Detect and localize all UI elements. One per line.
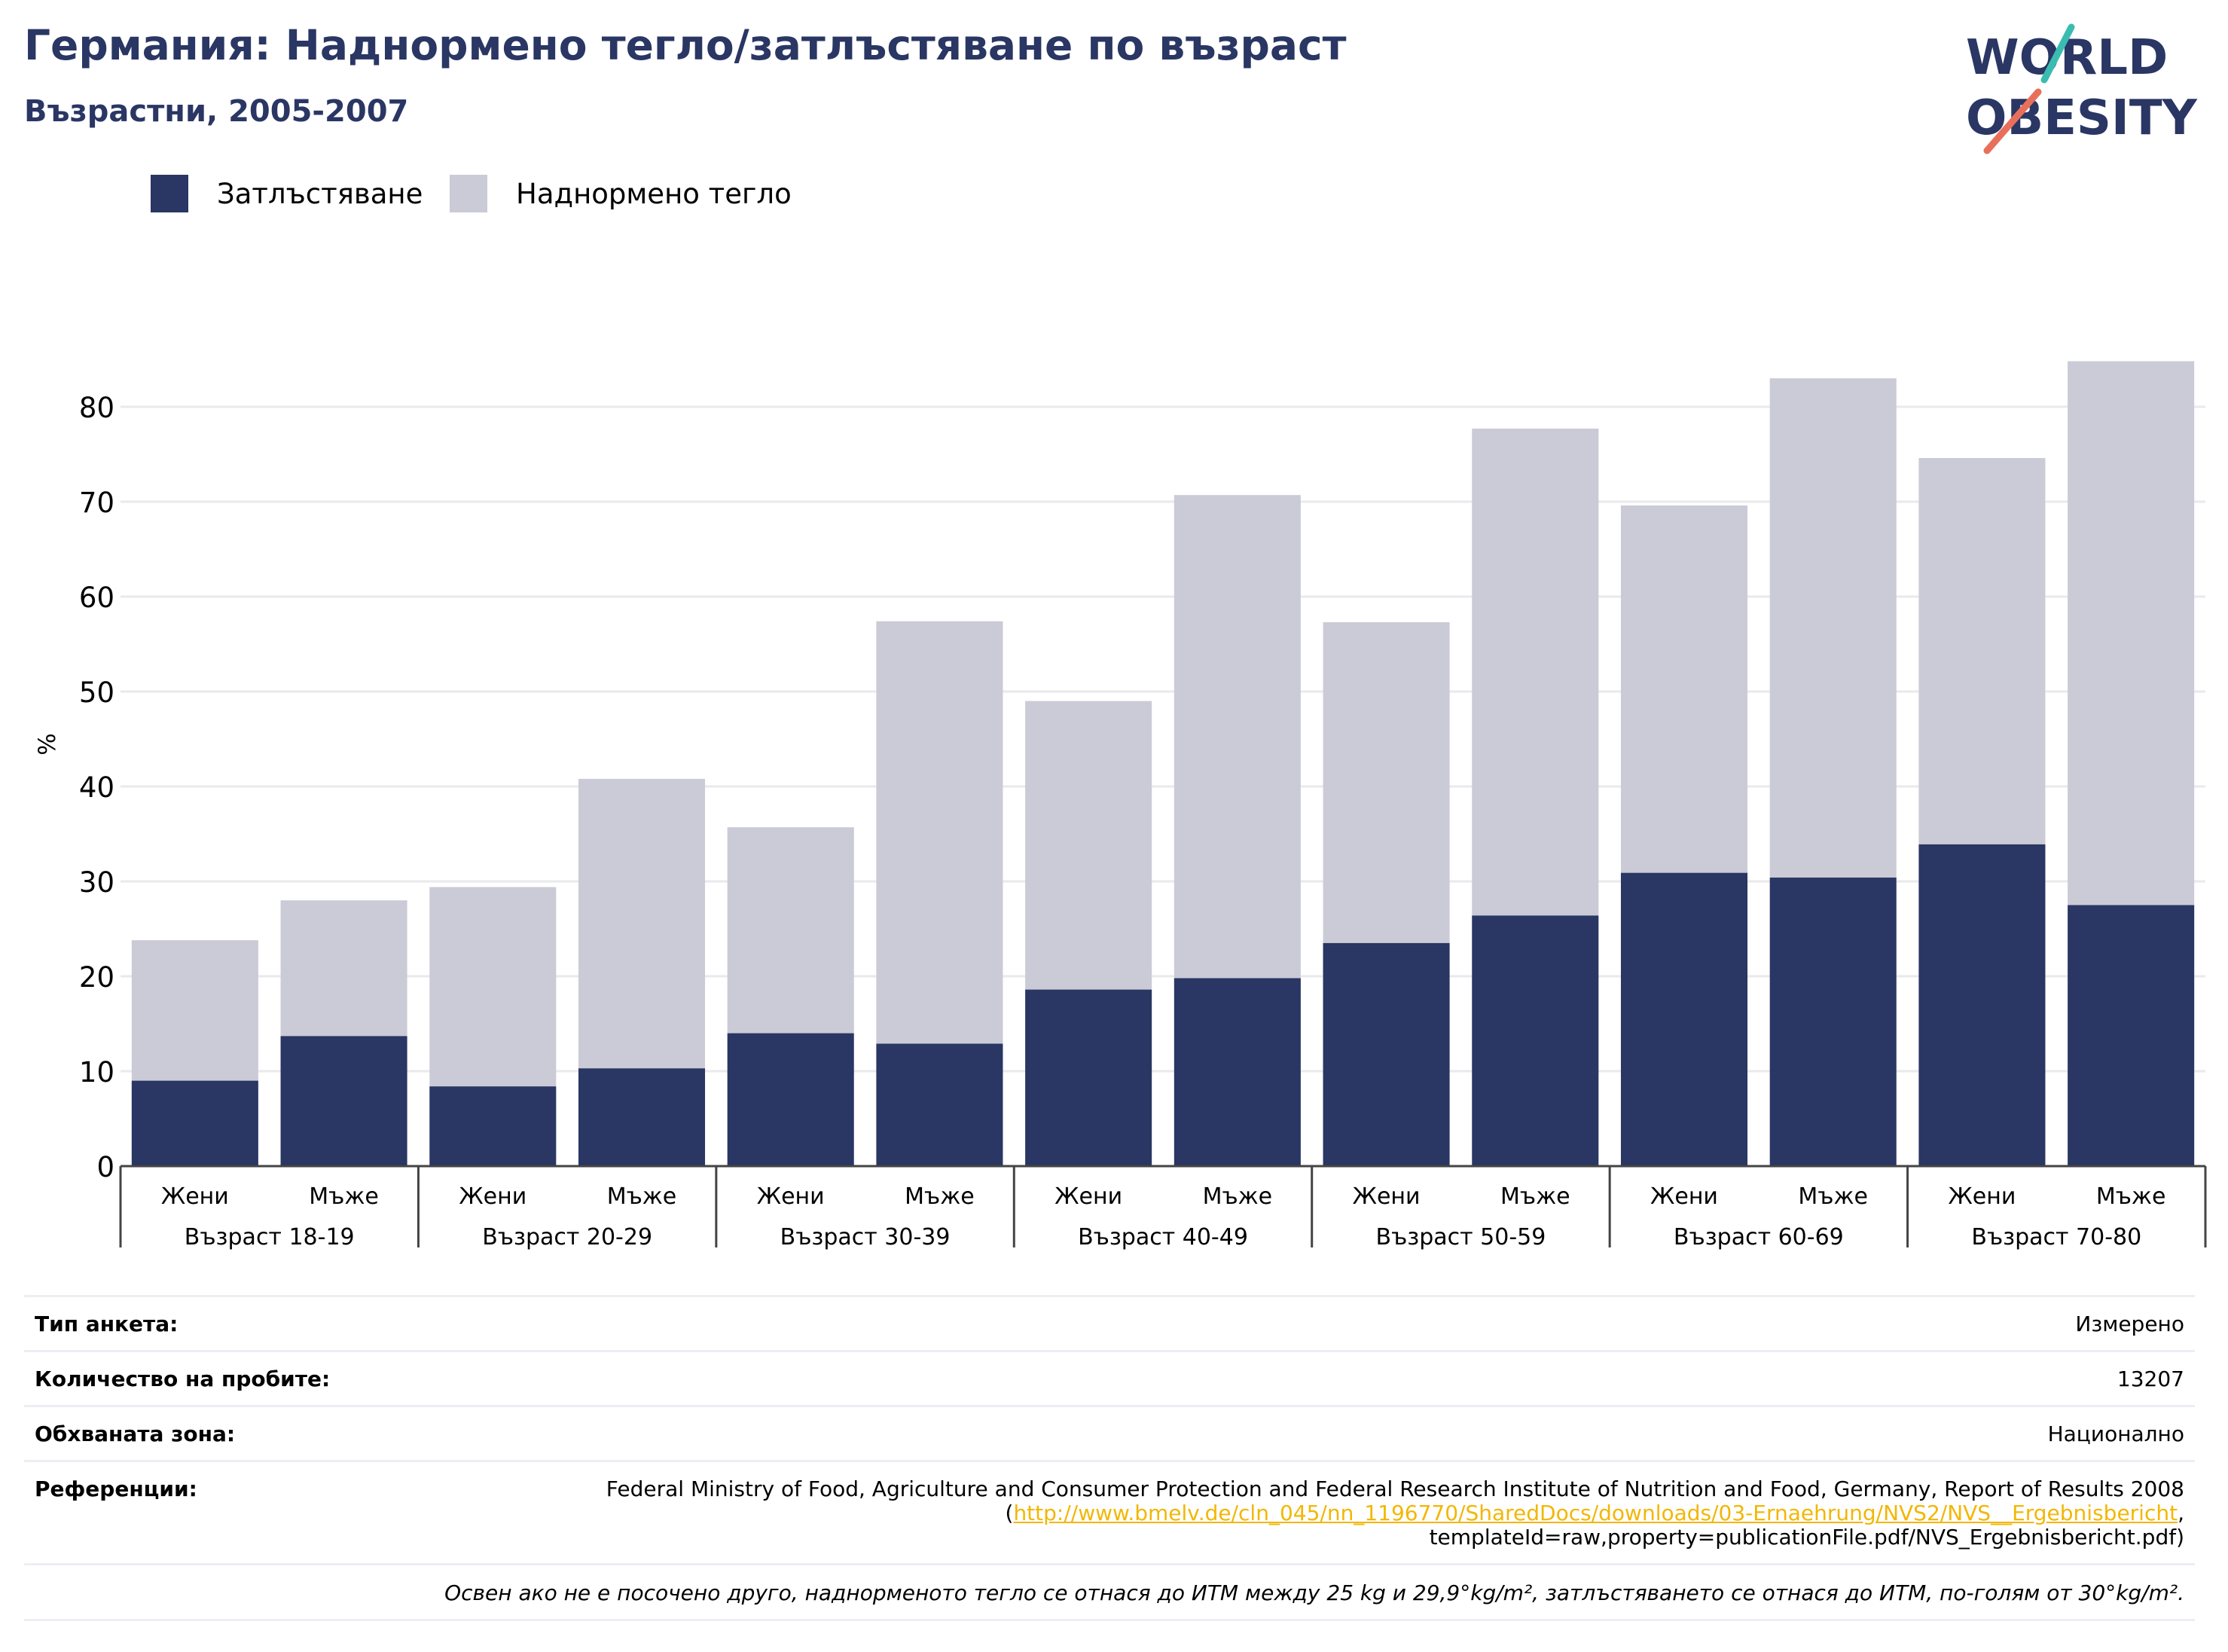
bar-overweight xyxy=(1472,428,1599,916)
bar-overweight xyxy=(131,940,258,1081)
legend-label-overweight: Наднормено тегло xyxy=(516,178,792,210)
bar-obesity xyxy=(1025,989,1152,1166)
y-tick-label: 0 xyxy=(96,1151,114,1183)
bar-overweight xyxy=(429,887,557,1087)
references-tail: , templateId=raw,property=publicationFil… xyxy=(1429,1501,2184,1550)
survey-type-label: Тип анкета: xyxy=(35,1312,179,1336)
definition-note: Освен ако не е посочено друго, наднормeн… xyxy=(24,1563,2195,1621)
legend-label-obesity: Затлъстяване xyxy=(217,178,423,210)
bar-obesity xyxy=(131,1080,258,1166)
references-label: Референции: xyxy=(35,1476,197,1501)
area-value: Национално xyxy=(2047,1421,2184,1446)
y-tick-label: 40 xyxy=(79,771,114,804)
x-tick-label: Жени xyxy=(757,1183,825,1210)
x-group-label: Възраст 40-49 xyxy=(1078,1224,1248,1250)
bar-obesity xyxy=(876,1043,1003,1166)
x-tick-label: Жени xyxy=(1353,1183,1421,1210)
y-tick-label: 60 xyxy=(79,582,114,614)
x-group-label: Възраст 70-80 xyxy=(1971,1224,2141,1250)
x-group-label: Възраст 30-39 xyxy=(780,1224,951,1250)
survey-type-value: Измерено xyxy=(2075,1312,2184,1336)
references-text: Federal Ministry of Food, Agriculture an… xyxy=(606,1476,2184,1525)
references-value: Federal Ministry of Food, Agriculture an… xyxy=(557,1477,2184,1550)
x-tick-label: Мъже xyxy=(905,1183,975,1210)
bar-obesity xyxy=(429,1086,557,1166)
bar-overweight xyxy=(578,778,706,1069)
survey-type-row: Тип анкета: Измерено xyxy=(24,1295,2195,1350)
x-group-label: Възраст 50-59 xyxy=(1376,1224,1546,1250)
survey-info-table: Тип анкета: Измерено Количество на проби… xyxy=(24,1295,2195,1621)
bar-overweight xyxy=(727,827,854,1034)
x-tick-label: Мъже xyxy=(2096,1183,2166,1210)
x-tick-label: Жени xyxy=(459,1183,526,1210)
chart-title: Германия: Наднормено тегло/затлъстяване … xyxy=(24,21,1347,69)
y-axis-label: % xyxy=(34,733,61,755)
x-tick-label: Мъже xyxy=(607,1183,677,1210)
world-obesity-logo: WORLD OBESITY xyxy=(1966,23,2197,154)
logo-slash-teal xyxy=(2040,23,2075,84)
logo-slash-coral xyxy=(1983,88,2042,154)
bar-obesity xyxy=(1323,942,1450,1166)
bar-obesity xyxy=(578,1068,706,1166)
x-tick-label: Жени xyxy=(1650,1183,1718,1210)
bar-overweight xyxy=(1323,622,1450,943)
x-group-label: Възраст 18-19 xyxy=(185,1224,355,1250)
bar-overweight xyxy=(1769,378,1897,878)
bar-overweight xyxy=(1174,495,1301,979)
logo-line-2: OBESITY xyxy=(1966,90,2197,146)
bar-obesity xyxy=(1918,844,2046,1166)
y-tick-label: 50 xyxy=(79,676,114,709)
references-row: Референции: Federal Ministry of Food, Ag… xyxy=(24,1460,2195,1563)
area-label: Обхваната зона: xyxy=(35,1421,236,1446)
bar-obesity xyxy=(727,1033,854,1166)
bar-overweight xyxy=(2068,361,2195,905)
bar-obesity xyxy=(1769,877,1897,1166)
bar-overweight xyxy=(1918,458,2046,844)
x-tick-label: Мъже xyxy=(1500,1183,1570,1210)
sample-size-value: 13207 xyxy=(2117,1366,2184,1391)
x-tick-label: Жени xyxy=(1948,1183,2016,1210)
bar-obesity xyxy=(280,1036,407,1166)
bar-obesity xyxy=(1472,915,1599,1166)
bar-overweight xyxy=(876,621,1003,1044)
y-tick-label: 80 xyxy=(79,392,114,424)
references-link[interactable]: http://www.bmelv.de/cln_045/nn_1196770/S… xyxy=(1013,1501,2178,1525)
x-group-label: Възраст 60-69 xyxy=(1674,1224,1844,1250)
stacked-bar-chart: 0 10 20 30 40 50 60 70 80% Жени Мъже Жени Мъже Жени Мъ… xyxy=(34,361,2207,1250)
x-group-label: Възраст 20-29 xyxy=(482,1224,652,1250)
legend-swatch-obesity xyxy=(151,175,188,212)
y-tick-label: 20 xyxy=(79,961,114,994)
bar-overweight xyxy=(280,900,407,1037)
bar-obesity xyxy=(1620,872,1748,1166)
legend-swatch-overweight xyxy=(450,175,487,212)
bar-overweight xyxy=(1025,701,1152,990)
sample-size-row: Количество на пробите: 13207 xyxy=(24,1350,2195,1405)
sample-size-label: Количество на пробите: xyxy=(35,1366,331,1391)
x-tick-label: Мъже xyxy=(1798,1183,1868,1210)
bar-obesity xyxy=(1174,978,1301,1166)
x-tick-label: Жени xyxy=(161,1183,229,1210)
x-tick-label: Мъже xyxy=(309,1183,379,1210)
chart-subtitle: Възрастни, 2005-2007 xyxy=(24,94,409,129)
y-tick-label: 30 xyxy=(79,866,114,899)
y-tick-label: 10 xyxy=(79,1056,114,1089)
bar-obesity xyxy=(2068,905,2195,1166)
x-tick-label: Жени xyxy=(1054,1183,1122,1210)
bar-overweight xyxy=(1620,505,1748,873)
y-tick-label: 70 xyxy=(79,487,114,519)
area-row: Обхваната зона: Национално xyxy=(24,1405,2195,1460)
x-tick-label: Мъже xyxy=(1203,1183,1273,1210)
